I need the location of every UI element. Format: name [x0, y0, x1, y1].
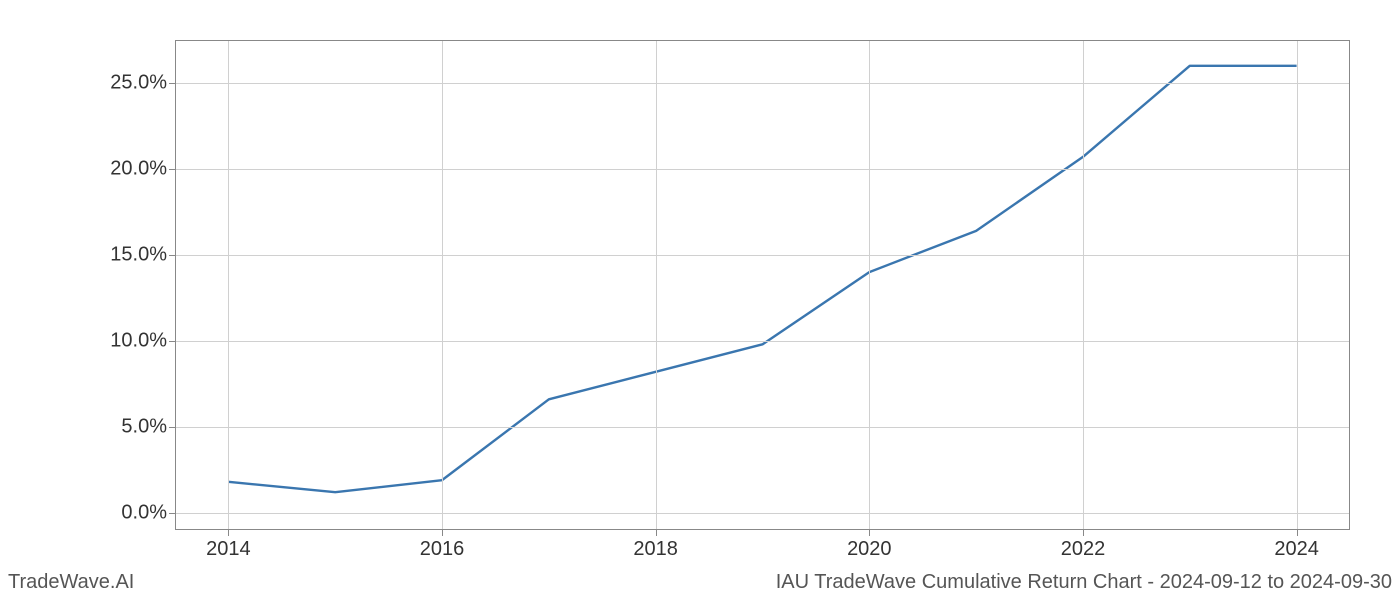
y-tick-label: 25.0% [110, 71, 175, 94]
footer-brand: TradeWave.AI [8, 571, 134, 594]
grid-line-vertical [442, 40, 443, 530]
y-tick-label: 0.0% [121, 501, 175, 524]
x-tick-label: 2014 [206, 530, 251, 561]
axis-spine-left [175, 40, 176, 530]
y-tick-label: 20.0% [110, 157, 175, 180]
grid-line-horizontal [175, 341, 1350, 342]
grid-line-horizontal [175, 255, 1350, 256]
line-chart-svg [175, 40, 1350, 530]
y-tick-label: 5.0% [121, 415, 175, 438]
axis-spine-right [1349, 40, 1350, 530]
grid-line-vertical [656, 40, 657, 530]
grid-line-vertical [1083, 40, 1084, 530]
x-tick-label: 2016 [420, 530, 465, 561]
axis-spine-bottom [175, 529, 1350, 530]
x-tick-label: 2022 [1061, 530, 1106, 561]
y-tick-label: 15.0% [110, 243, 175, 266]
y-tick-label: 10.0% [110, 329, 175, 352]
grid-line-horizontal [175, 513, 1350, 514]
x-tick-label: 2018 [633, 530, 678, 561]
grid-line-vertical [1297, 40, 1298, 530]
grid-line-horizontal [175, 83, 1350, 84]
grid-line-horizontal [175, 427, 1350, 428]
plot-area: 0.0%5.0%10.0%15.0%20.0%25.0%201420162018… [175, 40, 1350, 530]
footer-caption: IAU TradeWave Cumulative Return Chart - … [776, 571, 1392, 594]
series-line-cumulative_return [228, 66, 1296, 492]
x-tick-label: 2020 [847, 530, 892, 561]
chart-container: 0.0% 5.0% 10.0% 15.0% 20.0% 25.0% 2014 2016 2018… [0, 0, 1400, 600]
grid-line-horizontal [175, 169, 1350, 170]
grid-line-vertical [228, 40, 229, 530]
axis-spine-top [175, 40, 1350, 41]
x-tick-label: 2024 [1274, 530, 1319, 561]
grid-line-vertical [869, 40, 870, 530]
